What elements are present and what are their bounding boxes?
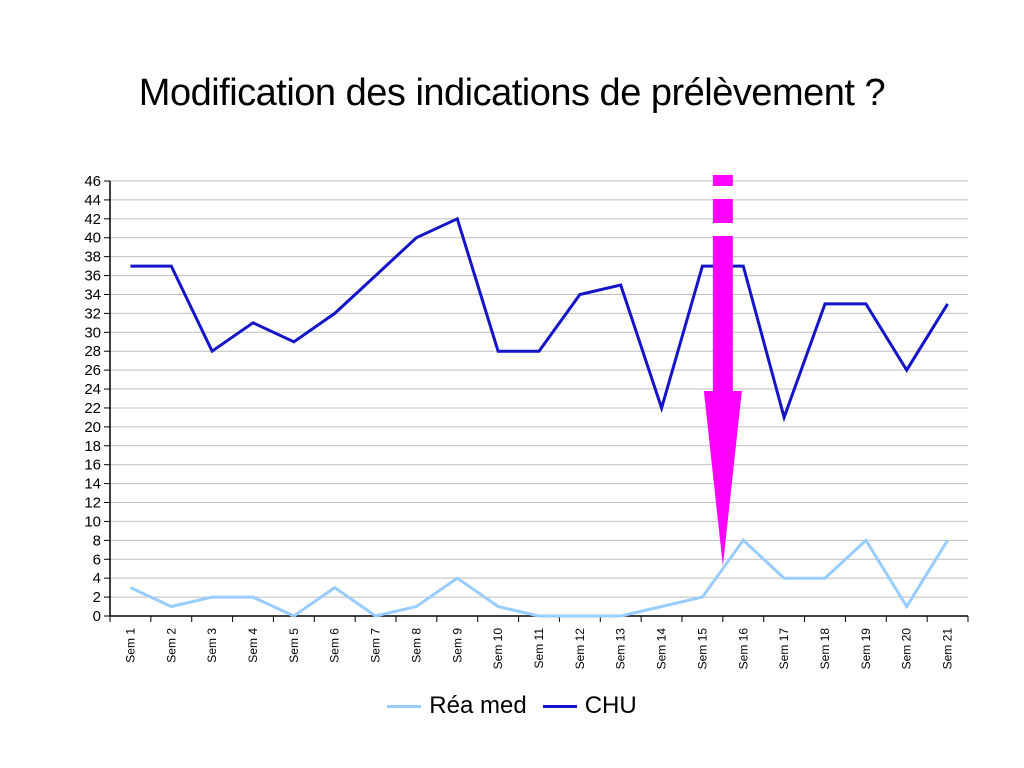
- x-tick-label: Sem 7: [369, 628, 383, 663]
- y-tick-label: 16: [84, 457, 101, 474]
- arrow-shaft-segment: [712, 199, 733, 223]
- x-tick-label: Sem 8: [409, 628, 423, 663]
- series-line: [129, 537, 949, 618]
- legend-label: Réa med: [429, 692, 527, 719]
- y-tick-label: 14: [84, 476, 101, 493]
- x-tick-label: Sem 11: [532, 628, 546, 669]
- y-tick-label: 20: [84, 419, 101, 436]
- y-tick-label: 22: [84, 400, 101, 417]
- series-line: [130, 216, 949, 423]
- y-tick-label: 38: [84, 249, 101, 266]
- y-tick-label: 40: [84, 230, 101, 247]
- x-tick-label: Sem 18: [818, 628, 832, 670]
- axes: 0246810121416182022242628303234363840424…: [84, 173, 969, 670]
- y-tick-label: 12: [84, 495, 101, 512]
- x-tick-label: Sem 10: [491, 628, 505, 670]
- arrow-head: [703, 391, 742, 566]
- x-tick-label: Sem 12: [573, 628, 587, 670]
- y-tick-label: 30: [84, 324, 101, 341]
- y-tick-label: 34: [84, 286, 101, 303]
- legend-label: CHU: [584, 692, 637, 719]
- y-tick-label: 6: [93, 551, 101, 568]
- y-tick-label: 32: [84, 305, 101, 322]
- y-tick-label: 18: [84, 438, 101, 455]
- x-tick-label: Sem 21: [941, 628, 955, 670]
- x-tick-label: Sem 20: [900, 628, 914, 670]
- legend-swatch: [542, 704, 577, 708]
- x-tick-label: Sem 1: [123, 628, 137, 663]
- x-tick-label: Sem 5: [287, 628, 301, 663]
- y-tick-label: 2: [93, 589, 101, 606]
- series-lines: [129, 216, 949, 618]
- x-tick-label: Sem 17: [777, 628, 791, 670]
- x-tick-label: Sem 16: [736, 628, 750, 670]
- y-tick-label: 46: [84, 173, 101, 190]
- legend-item: CHU: [542, 692, 637, 720]
- x-tick-label: Sem 19: [859, 628, 873, 670]
- arrow-shaft-segment: [712, 175, 733, 186]
- y-tick-label: 28: [84, 343, 101, 360]
- y-tick-label: 24: [84, 381, 101, 398]
- y-tick-label: 36: [84, 268, 101, 285]
- page-title: Modification des indications de prélèvem…: [138, 72, 886, 114]
- x-tick-label: Sem 9: [450, 628, 464, 663]
- x-tick-label: Sem 3: [205, 628, 219, 663]
- legend-swatch: [387, 704, 422, 708]
- x-tick-label: Sem 2: [164, 628, 178, 663]
- x-tick-label: Sem 13: [614, 628, 628, 670]
- x-tick-label: Sem 4: [246, 628, 260, 663]
- arrow-shaft-segment: [712, 236, 733, 392]
- y-tick-label: 44: [84, 192, 101, 209]
- y-tick-label: 8: [93, 532, 101, 549]
- grid-lines: [110, 180, 968, 598]
- y-tick-label: 0: [93, 608, 101, 625]
- y-tick-label: 26: [84, 362, 101, 379]
- y-tick-label: 4: [93, 570, 101, 587]
- legend: Réa med CHU: [0, 692, 1024, 720]
- x-tick-label: Sem 14: [655, 628, 669, 670]
- y-tick-label: 42: [84, 211, 101, 228]
- x-tick-label: Sem 6: [328, 628, 342, 663]
- legend-item: Réa med: [387, 692, 527, 720]
- y-tick-label: 10: [84, 513, 101, 530]
- x-tick-label: Sem 15: [695, 628, 709, 670]
- annotation-layer: [703, 175, 742, 566]
